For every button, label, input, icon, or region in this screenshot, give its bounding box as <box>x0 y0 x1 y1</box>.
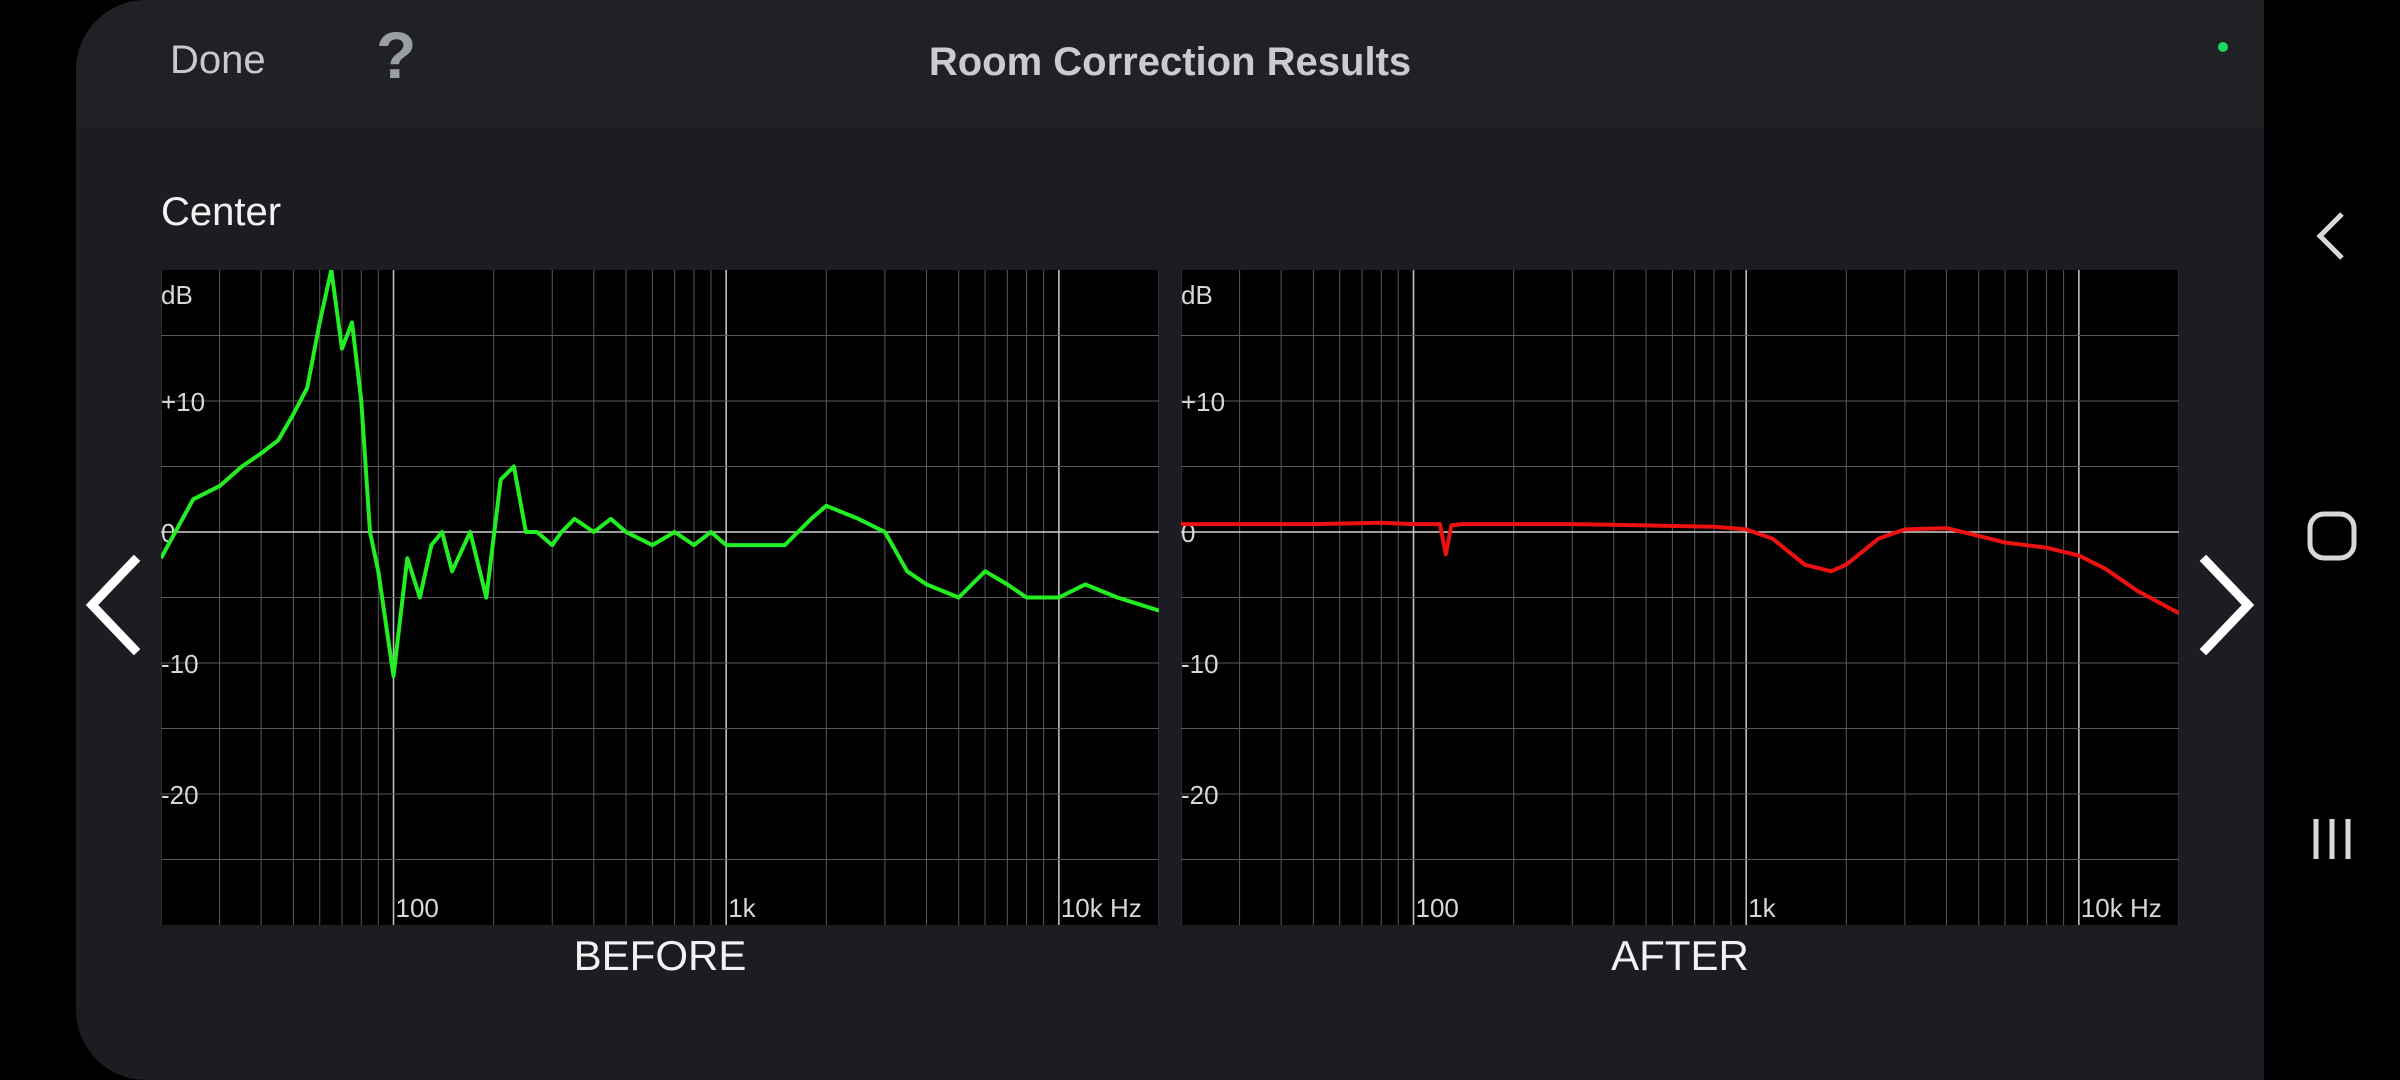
system-recents-icon[interactable] <box>2308 815 2356 863</box>
after-grid <box>1181 270 2179 925</box>
after-y-tick-label: -10 <box>1181 649 1219 679</box>
before-caption: BEFORE <box>573 932 747 979</box>
after-x-tick-label: 1k <box>1748 893 1776 923</box>
after-x-tick-label: 10k Hz <box>2081 893 2162 923</box>
after-y-unit-label: dB <box>1181 280 1213 310</box>
channel-label: Center <box>161 190 282 234</box>
previous-channel-arrow-icon[interactable] <box>84 555 144 655</box>
after-x-tick-label: 100 <box>1416 893 1459 923</box>
room-correction-panel: Done ? Room Correction Results Center dB… <box>76 0 2264 1080</box>
done-button[interactable]: Done <box>170 38 266 82</box>
page-title: Room Correction Results <box>928 40 1412 84</box>
before-y-unit-label: dB <box>161 280 193 310</box>
after-caption: AFTER <box>1611 932 1749 979</box>
system-navigation-bar <box>2264 0 2400 1080</box>
after-response-line <box>1181 520 2179 615</box>
help-button[interactable]: ? <box>376 18 417 92</box>
after-chart: dB +10 0 -10 -20 100 1k 10k Hz <box>1181 270 2179 925</box>
before-response-line <box>161 270 1159 679</box>
before-y-tick-label: -20 <box>161 780 199 810</box>
before-x-tick-label: 100 <box>396 893 439 923</box>
system-back-icon[interactable] <box>2312 210 2352 262</box>
top-bar: Done ? Room Correction Results <box>76 0 2264 128</box>
next-channel-arrow-icon[interactable] <box>2196 555 2256 655</box>
status-indicator-dot <box>2218 42 2228 52</box>
before-y-tick-label: -10 <box>161 649 199 679</box>
system-home-icon[interactable] <box>2306 510 2358 562</box>
before-x-tick-label: 10k Hz <box>1061 893 1142 923</box>
before-y-tick-label: +10 <box>161 387 205 417</box>
before-grid <box>161 270 1159 925</box>
before-x-tick-label: 1k <box>728 893 756 923</box>
after-y-tick-label: -20 <box>1181 780 1219 810</box>
after-y-tick-label: +10 <box>1181 387 1225 417</box>
before-chart: dB +10 0 -10 -20 100 1k 10k Hz <box>161 270 1159 925</box>
